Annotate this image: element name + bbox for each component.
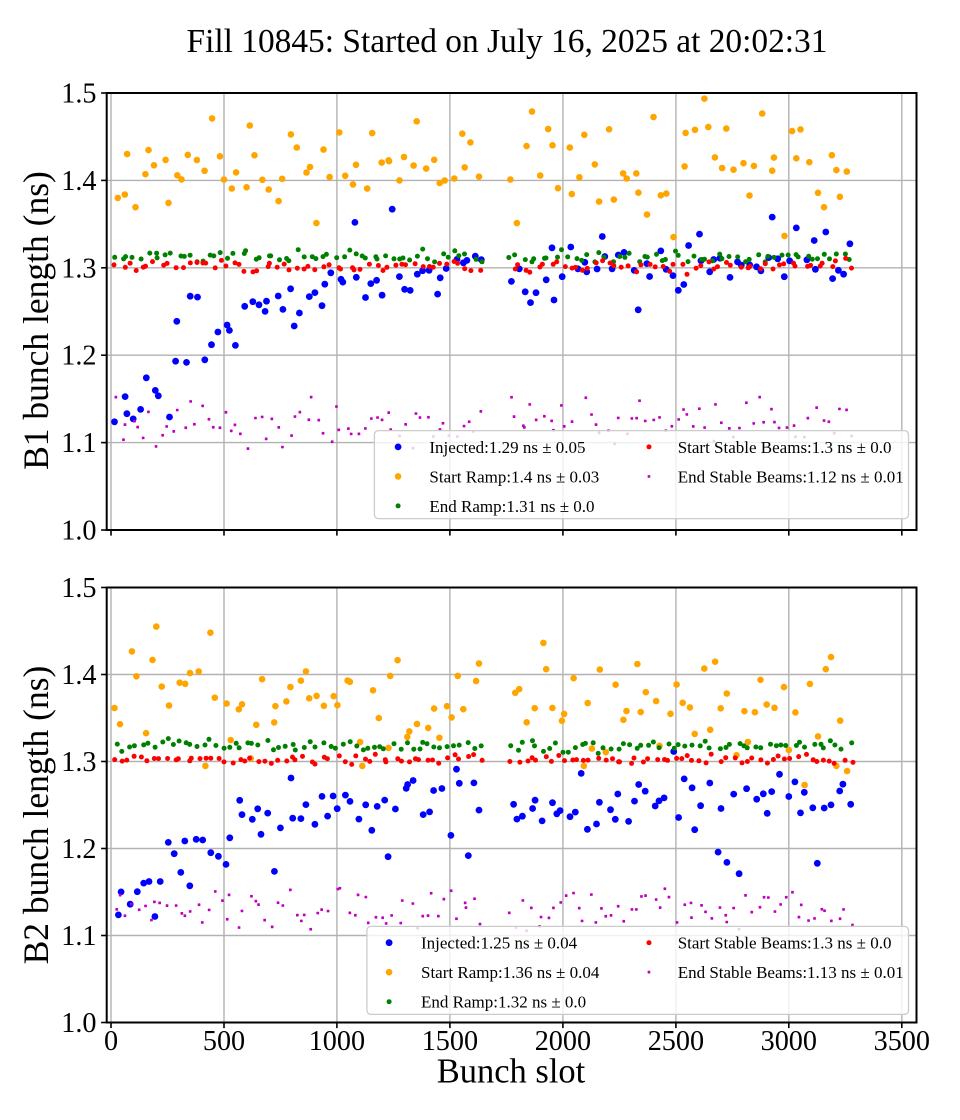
svg-text:End Ramp:1.31 ns ± 0.0: End Ramp:1.31 ns ± 0.0 <box>429 497 594 516</box>
svg-text:1.4: 1.4 <box>61 660 96 691</box>
svg-text:1.5: 1.5 <box>61 573 96 604</box>
svg-text:2000: 2000 <box>535 1026 591 1057</box>
svg-text:1.5: 1.5 <box>61 79 96 110</box>
svg-text:Start Stable Beams:1.3 ns ± 0.: Start Stable Beams:1.3 ns ± 0.0 <box>678 438 892 457</box>
svg-text:End Stable Beams:1.13 ns ± 0.0: End Stable Beams:1.13 ns ± 0.01 <box>678 963 904 982</box>
svg-text:1000: 1000 <box>309 1026 365 1057</box>
svg-text:Injected:1.25 ns ± 0.04: Injected:1.25 ns ± 0.04 <box>421 934 578 953</box>
svg-text:End Stable Beams:1.12 ns ± 0.0: End Stable Beams:1.12 ns ± 0.01 <box>678 467 904 486</box>
svg-text:Bunch slot: Bunch slot <box>437 1053 586 1091</box>
svg-text:Start Ramp:1.36 ns ± 0.04: Start Ramp:1.36 ns ± 0.04 <box>421 963 600 982</box>
svg-text:Start Ramp:1.4 ns ± 0.03: Start Ramp:1.4 ns ± 0.03 <box>429 467 599 486</box>
svg-text:1.0: 1.0 <box>61 516 96 547</box>
svg-text:0: 0 <box>104 1026 118 1057</box>
svg-text:1.3: 1.3 <box>61 747 96 778</box>
svg-text:1.3: 1.3 <box>61 253 96 284</box>
svg-text:B2 bunch length (ns): B2 bunch length (ns) <box>16 666 56 965</box>
svg-text:B1 bunch length (ns): B1 bunch length (ns) <box>16 171 56 470</box>
svg-text:End Ramp:1.32 ns ± 0.0: End Ramp:1.32 ns ± 0.0 <box>421 993 586 1012</box>
svg-text:1.4: 1.4 <box>61 166 96 197</box>
svg-text:1500: 1500 <box>422 1026 478 1057</box>
svg-text:1.0: 1.0 <box>61 1008 96 1039</box>
svg-text:1.1: 1.1 <box>61 428 96 459</box>
svg-text:3500: 3500 <box>874 1026 930 1057</box>
svg-text:2500: 2500 <box>648 1026 704 1057</box>
svg-text:1.2: 1.2 <box>61 341 96 372</box>
svg-text:Start Stable Beams:1.3 ns ± 0.: Start Stable Beams:1.3 ns ± 0.0 <box>678 934 892 953</box>
svg-text:Injected:1.29 ns ± 0.05: Injected:1.29 ns ± 0.05 <box>429 438 585 457</box>
svg-text:1.1: 1.1 <box>61 921 96 952</box>
svg-text:3000: 3000 <box>761 1026 817 1057</box>
svg-text:1.2: 1.2 <box>61 834 96 865</box>
svg-text:Fill 10845: Started on July 16: Fill 10845: Started on July 16, 2025 at … <box>187 23 828 60</box>
svg-text:500: 500 <box>203 1026 245 1057</box>
